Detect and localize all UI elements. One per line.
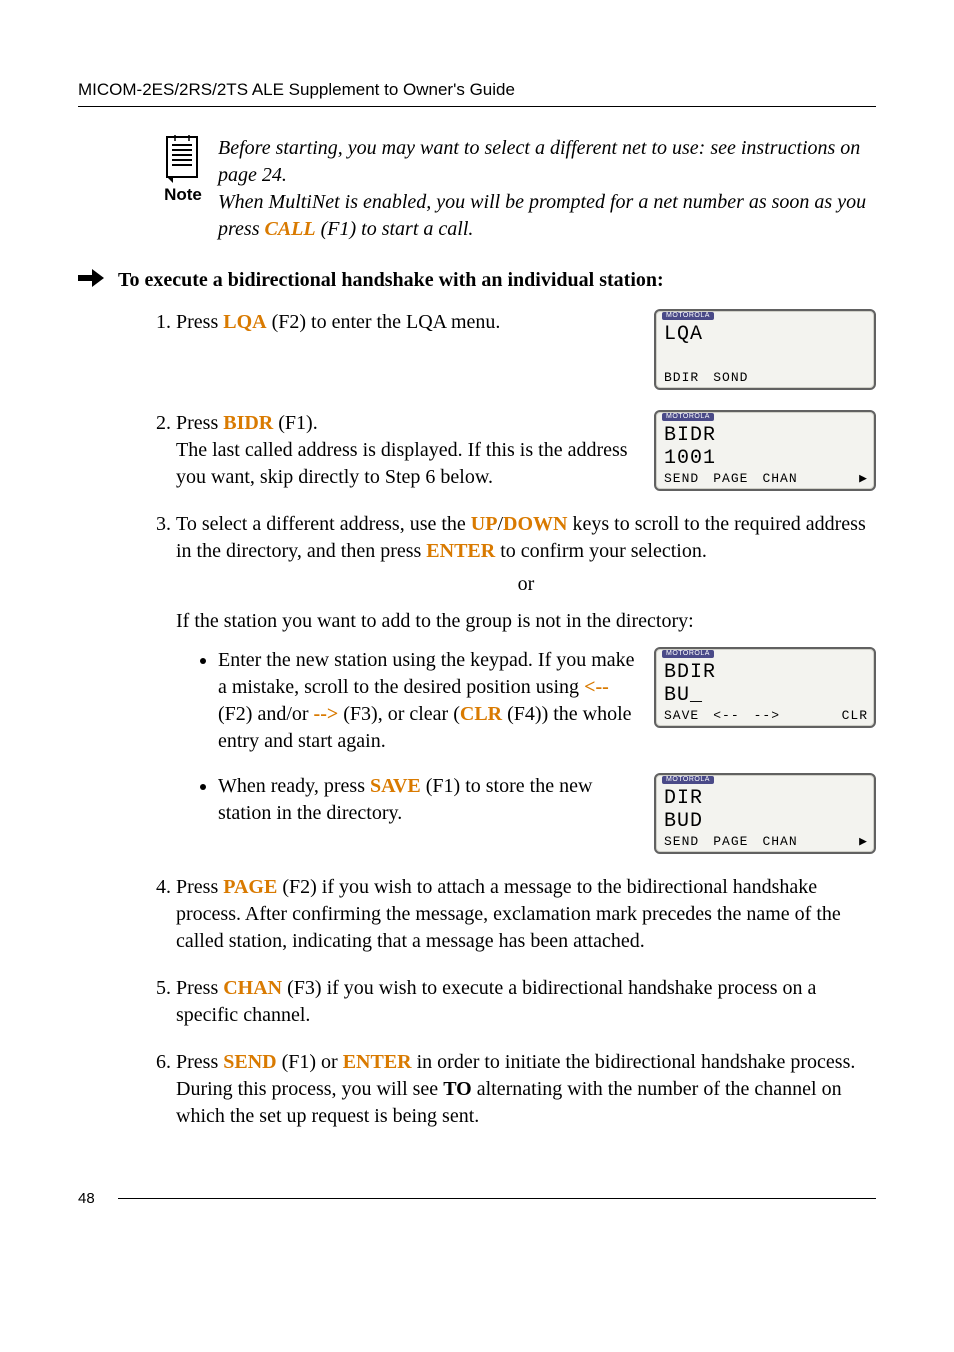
s3-kw2: DOWN	[503, 513, 567, 535]
lcd2-more-icon: ▶	[859, 472, 868, 487]
lcd2-line1: BIDR	[664, 424, 868, 447]
s1-a: Press	[176, 311, 223, 333]
b2-kw: SAVE	[370, 775, 421, 797]
lcd4-sk3: CHAN	[762, 835, 797, 850]
lcd2-line2: 1001	[664, 447, 868, 470]
bullet-2-text: When ready, press SAVE (F1) to store the…	[218, 773, 644, 827]
lcd3-softkeys: SAVE <-- --> CLR	[664, 709, 868, 724]
s6-kw1: SEND	[223, 1051, 276, 1073]
lcd-screen-1: MOTOROLA LQA BDIR SOND	[654, 309, 876, 390]
lcd1-line1: LQA	[664, 323, 868, 346]
note-para2: When MultiNet is enabled, you will be pr…	[218, 189, 876, 243]
page-number: 48	[78, 1190, 118, 1207]
lcd3-sk2: <--	[713, 709, 739, 724]
lcd3-line2: BU_	[664, 684, 868, 707]
s6-kw2: ENTER	[343, 1051, 412, 1073]
lcd-screen-3: MOTOROLA BDIR BU_ SAVE <-- --> CLR	[654, 647, 876, 728]
or-separator: or	[176, 571, 876, 598]
bullet-1: Enter the new station using the keypad. …	[218, 647, 876, 755]
lcd4-softkeys: SEND PAGE CHAN ▶	[664, 835, 868, 850]
s4-kw: PAGE	[223, 876, 277, 898]
s2-b: (F1).	[273, 412, 317, 434]
step-3: To select a different address, use the U…	[176, 511, 876, 854]
lcd-screen-2: MOTOROLA BIDR 1001 SEND PAGE CHAN ▶	[654, 410, 876, 491]
lcd-screen-4: MOTOROLA DIR BUD SEND PAGE CHAN ▶	[654, 773, 876, 854]
note-para1: Before starting, you may want to select …	[218, 135, 876, 189]
procedure-title: To execute a bidirectional handshake wit…	[118, 269, 664, 292]
lcd4-sk1: SEND	[664, 835, 699, 850]
step3-bullets: Enter the new station using the keypad. …	[200, 647, 876, 854]
lcd-brand: MOTOROLA	[662, 776, 714, 784]
bullet-2: When ready, press SAVE (F1) to store the…	[218, 773, 876, 854]
note-text: Before starting, you may want to select …	[218, 135, 876, 243]
lcd3-sk4: CLR	[842, 709, 868, 724]
note-icon-cell: Note	[148, 135, 218, 205]
b1-a: Enter the new station using the keypad. …	[218, 649, 635, 698]
s2-a: Press	[176, 412, 223, 434]
s6-bold: TO	[443, 1078, 472, 1100]
b1-kw2: -->	[314, 703, 339, 725]
s2-c: The last called address is displayed. If…	[176, 437, 644, 491]
step-6: Press SEND (F1) or ENTER in order to ini…	[176, 1049, 876, 1130]
lcd2-softkeys: SEND PAGE CHAN ▶	[664, 472, 868, 487]
lcd4-more-icon: ▶	[859, 835, 868, 850]
step-2: Press BIDR (F1). The last called address…	[176, 410, 876, 491]
step-5: Press CHAN (F3) if you wish to execute a…	[176, 975, 876, 1029]
step-3-main: To select a different address, use the U…	[176, 511, 876, 565]
s2-kw: BIDR	[223, 412, 273, 434]
s5-kw: CHAN	[223, 977, 282, 999]
footer-rule	[118, 1198, 876, 1199]
lcd1-softkeys: BDIR SOND	[664, 371, 868, 386]
lcd1-sk2: SOND	[713, 371, 748, 386]
s3-d: If the station you want to add to the gr…	[176, 608, 876, 635]
note-para2-b: (F1) to start a call.	[316, 218, 474, 240]
s4-a: Press	[176, 876, 223, 898]
bullet-1-text: Enter the new station using the keypad. …	[218, 647, 644, 755]
s3-a: To select a different address, use the	[176, 513, 471, 535]
lcd3-sk1: SAVE	[664, 709, 699, 724]
s1-b: (F2) to enter the LQA menu.	[267, 311, 501, 333]
procedure-heading-row: To execute a bidirectional handshake wit…	[78, 267, 876, 293]
procedure-arrow-icon	[78, 267, 118, 293]
b1-kw1: <--	[584, 676, 609, 698]
lcd1-line2	[664, 346, 868, 369]
s5-a: Press	[176, 977, 223, 999]
lcd1-sk1: BDIR	[664, 371, 699, 386]
step-1: Press LQA (F2) to enter the LQA menu. MO…	[176, 309, 876, 390]
lcd4-line1: DIR	[664, 787, 868, 810]
lcd4-line2: BUD	[664, 810, 868, 833]
lcd3-line1: BDIR	[664, 661, 868, 684]
note-block: Note Before starting, you may want to se…	[148, 135, 876, 243]
call-keyword: CALL	[264, 218, 315, 240]
step-1-text: Press LQA (F2) to enter the LQA menu.	[176, 309, 644, 336]
s3-kw1: UP	[471, 513, 498, 535]
lcd2-sk1: SEND	[664, 472, 699, 487]
lcd-brand: MOTOROLA	[662, 312, 714, 320]
note-label: Note	[164, 185, 202, 204]
s3-kw3: ENTER	[426, 540, 495, 562]
s6-b: (F1) or	[277, 1051, 343, 1073]
lcd2-sk3: CHAN	[762, 472, 797, 487]
s1-kw: LQA	[223, 311, 266, 333]
s3-c: to confirm your selection.	[495, 540, 707, 562]
step-4: Press PAGE (F2) if you wish to attach a …	[176, 874, 876, 955]
lcd-brand: MOTOROLA	[662, 650, 714, 658]
running-header: MICOM-2ES/2RS/2TS ALE Supplement to Owne…	[78, 80, 876, 107]
lcd2-sk2: PAGE	[713, 472, 748, 487]
note-icon	[161, 135, 205, 183]
page: MICOM-2ES/2RS/2TS ALE Supplement to Owne…	[0, 0, 954, 1247]
lcd3-sk3: -->	[754, 709, 780, 724]
page-footer: 48	[78, 1190, 876, 1207]
lcd4-sk2: PAGE	[713, 835, 748, 850]
b1-kw3: CLR	[460, 703, 502, 725]
b1-b: (F2) and/or	[218, 703, 314, 725]
s6-a: Press	[176, 1051, 223, 1073]
steps-list: Press LQA (F2) to enter the LQA menu. MO…	[148, 309, 876, 1130]
b1-c: (F3), or clear (	[338, 703, 460, 725]
b2-a: When ready, press	[218, 775, 370, 797]
lcd-brand: MOTOROLA	[662, 413, 714, 421]
step-2-text: Press BIDR (F1). The last called address…	[176, 410, 644, 491]
